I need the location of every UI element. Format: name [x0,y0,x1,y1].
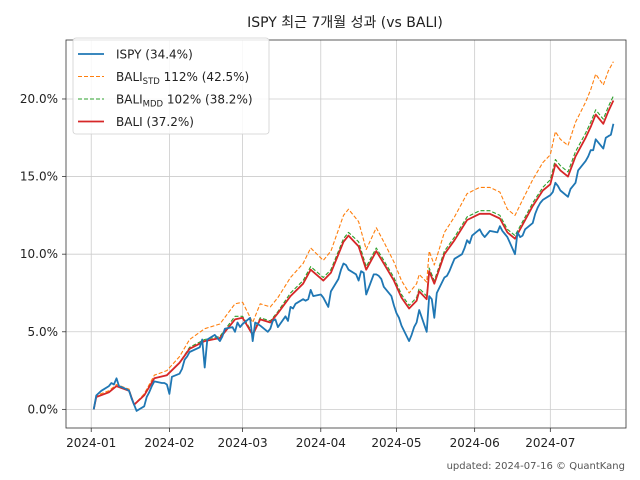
x-tick-label: 2024-05 [371,436,421,450]
y-tick-label: 5.0% [28,325,59,339]
series-line-1 [93,61,614,410]
footer-note: updated: 2024-07-16 © QuantKang [447,461,625,472]
legend-label: BALISTD 112% (42.5%) [116,70,249,87]
x-tick-label: 2024-03 [218,436,268,450]
series-layer [92,61,615,412]
legend-label: BALIMDD 102% (38.2%) [116,93,253,110]
series-line-3 [92,100,615,410]
y-tick-label: 10.0% [20,247,58,261]
series-line-0 [92,123,615,412]
x-tick-label: 2024-07 [525,436,575,450]
series-line-2 [93,95,614,410]
chart-title: ISPY 최근 7개월 성과 (vs BALI) [247,15,443,31]
y-tick-label: 0.0% [28,402,59,416]
x-tick-label: 2024-02 [144,436,194,450]
y-tick-label: 15.0% [20,170,58,184]
legend: ISPY (34.4%) BALISTD 112% (42.5%) BALIMDD … [72,37,270,135]
x-tick-label: 2024-01 [66,436,116,450]
y-tick-label: 20.0% [20,92,58,106]
legend-label: BALI (37.2%) [116,115,194,129]
legend-label: ISPY (34.4%) [116,48,193,62]
x-tick-label: 2024-04 [296,436,346,450]
axis-ticks: 0.0% 5.0% 10.0% 15.0% 20.0% 2024-01 2024-02 202… [20,92,576,450]
legend-box [72,37,270,135]
plot-frame [65,39,627,429]
x-tick-label: 2024-06 [450,436,500,450]
